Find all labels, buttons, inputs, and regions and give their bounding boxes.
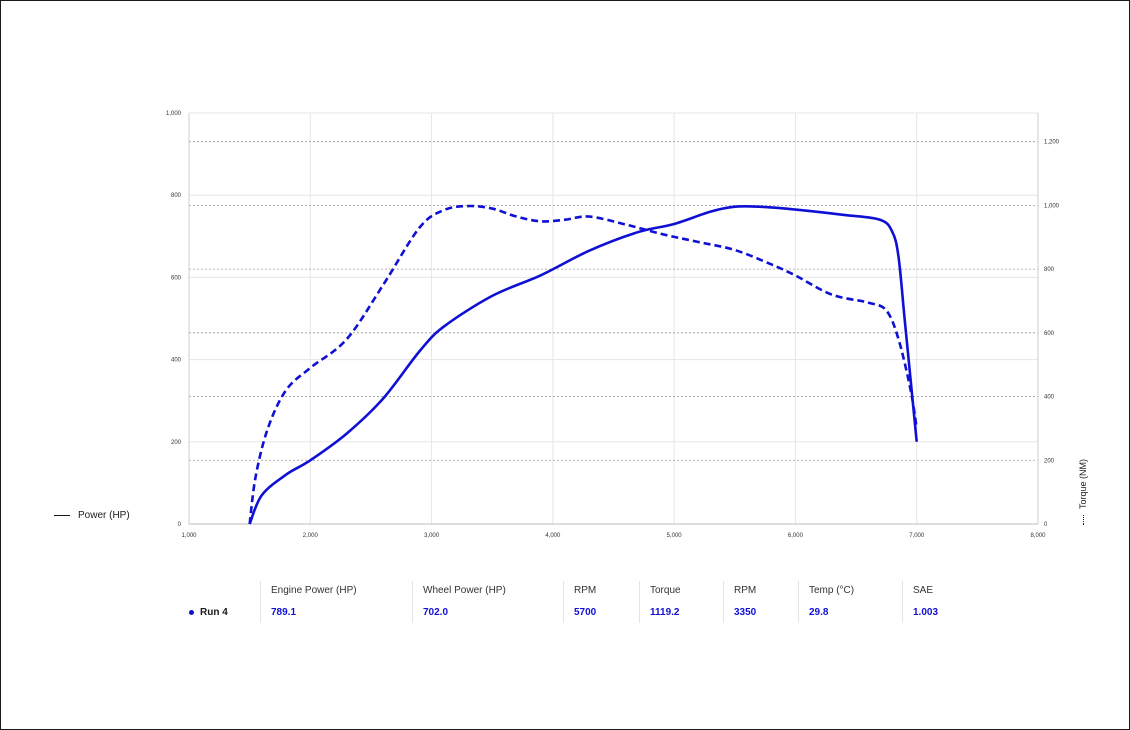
value-rpm-torque: 3350 <box>734 607 757 618</box>
column-divider <box>639 581 640 623</box>
torque-legend: Torque (NM) <box>1078 459 1088 525</box>
y-right-tick-label: 600 <box>1044 331 1055 337</box>
y-right-tick-label: 200 <box>1044 458 1055 464</box>
x-tick-label: 7,000 <box>909 533 925 539</box>
x-tick-label: 5,000 <box>667 533 683 539</box>
value-sae: 1.003 <box>913 607 939 618</box>
x-tick-label: 3,000 <box>424 533 440 539</box>
header-wheel-power: Wheel Power (HP) <box>423 585 506 596</box>
run-dot-icon <box>189 610 194 615</box>
y-right-tick-label: 800 <box>1044 267 1055 273</box>
y-right-tick-label: 1,000 <box>1044 203 1060 209</box>
header-rpm-power: RPM <box>574 585 597 596</box>
header-rpm-torque: RPM <box>734 585 757 596</box>
header-sae: SAE <box>913 585 934 596</box>
header-torque: Torque <box>650 585 681 596</box>
x-tick-label: 6,000 <box>788 533 804 539</box>
y-left-tick-label: 200 <box>171 440 182 446</box>
header-temp: Temp (°C) <box>809 585 855 596</box>
x-tick-label: 1,000 <box>181 533 197 539</box>
y-left-tick-label: 1,000 <box>166 111 182 117</box>
column-divider <box>260 581 261 623</box>
y-right-tick-label: 400 <box>1044 395 1055 401</box>
x-tick-label: 2,000 <box>303 533 319 539</box>
y-left-tick-label: 600 <box>171 275 182 281</box>
power-legend-swatch <box>54 515 70 516</box>
column-divider <box>412 581 413 623</box>
torque-legend-swatch <box>1082 515 1084 525</box>
y-left-tick-label: 400 <box>171 358 182 364</box>
power-legend-label: Power (HP) <box>78 510 130 521</box>
value-temp: 29.8 <box>809 607 829 618</box>
run-label[interactable]: Run 4 <box>189 607 228 618</box>
power-series-line <box>248 204 919 525</box>
y-right-tick-label: 0 <box>1044 522 1048 528</box>
y-right-tick-label: 1,200 <box>1044 140 1060 146</box>
value-wheel-power: 702.0 <box>423 607 449 618</box>
x-tick-label: 4,000 <box>545 533 561 539</box>
header-engine-power: Engine Power (HP) <box>271 585 357 596</box>
dyno-chart: 1,000 2,000 3,000 4,000 5,000 6,000 7,000 8,000… <box>166 111 1060 539</box>
column-divider <box>902 581 903 623</box>
torque-series-line <box>248 204 918 525</box>
column-divider <box>723 581 724 623</box>
torque-legend-label: Torque (NM) <box>1078 458 1088 509</box>
value-torque: 1119.2 <box>650 607 680 618</box>
run-name: Run 4 <box>200 607 228 618</box>
power-legend: Power (HP) <box>54 510 130 521</box>
run-results-table: Run 4 Engine Power (HP) 789.1 Wheel Powe… <box>1 581 1130 625</box>
column-divider <box>798 581 799 623</box>
value-engine-power: 789.1 <box>271 607 297 618</box>
x-tick-label: 8,000 <box>1030 533 1046 539</box>
y-left-tick-label: 0 <box>178 522 182 528</box>
column-divider <box>563 581 564 623</box>
y-left-tick-label: 800 <box>171 193 182 199</box>
value-rpm-power: 5700 <box>574 607 597 618</box>
